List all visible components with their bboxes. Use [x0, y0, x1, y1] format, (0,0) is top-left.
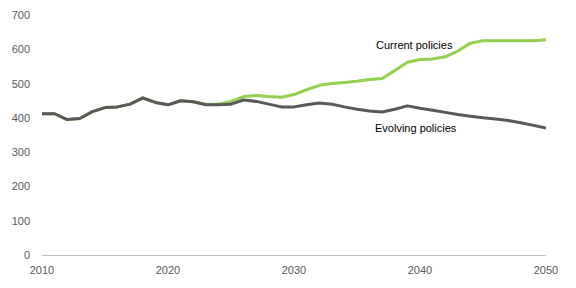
x-tick-label: 2030 — [282, 264, 306, 276]
y-tick-label: 700 — [12, 9, 30, 21]
y-tick-label: 400 — [12, 112, 30, 124]
series-line — [42, 98, 546, 128]
series-labels: Current policies Evolving policies — [375, 39, 457, 134]
y-axis: 0 100 200 300 400 500 600 700 — [12, 9, 30, 261]
page: {"chart_data": { "type": "line", "x": [2… — [0, 0, 576, 288]
x-tick-label: 2040 — [408, 264, 432, 276]
y-tick-label: 100 — [12, 215, 30, 227]
chart: 0100200300400500600700201020202030204020… — [0, 0, 576, 288]
x-tick-label: 2010 — [30, 264, 54, 276]
series-label: Evolving policies — [375, 122, 457, 134]
y-tick-label: 600 — [12, 43, 30, 55]
x-tick-label: 2050 — [534, 264, 558, 276]
series-label: Current policies — [376, 39, 453, 51]
y-tick-label: 0 — [24, 249, 30, 261]
y-tick-label: 200 — [12, 180, 30, 192]
series-group — [42, 40, 546, 128]
x-tick-label: 2020 — [156, 264, 180, 276]
x-axis: 2010 2020 2030 2040 2050 — [30, 256, 558, 277]
y-tick-label: 500 — [12, 78, 30, 90]
x-axis-line — [42, 255, 546, 256]
y-tick-label: 300 — [12, 146, 30, 158]
